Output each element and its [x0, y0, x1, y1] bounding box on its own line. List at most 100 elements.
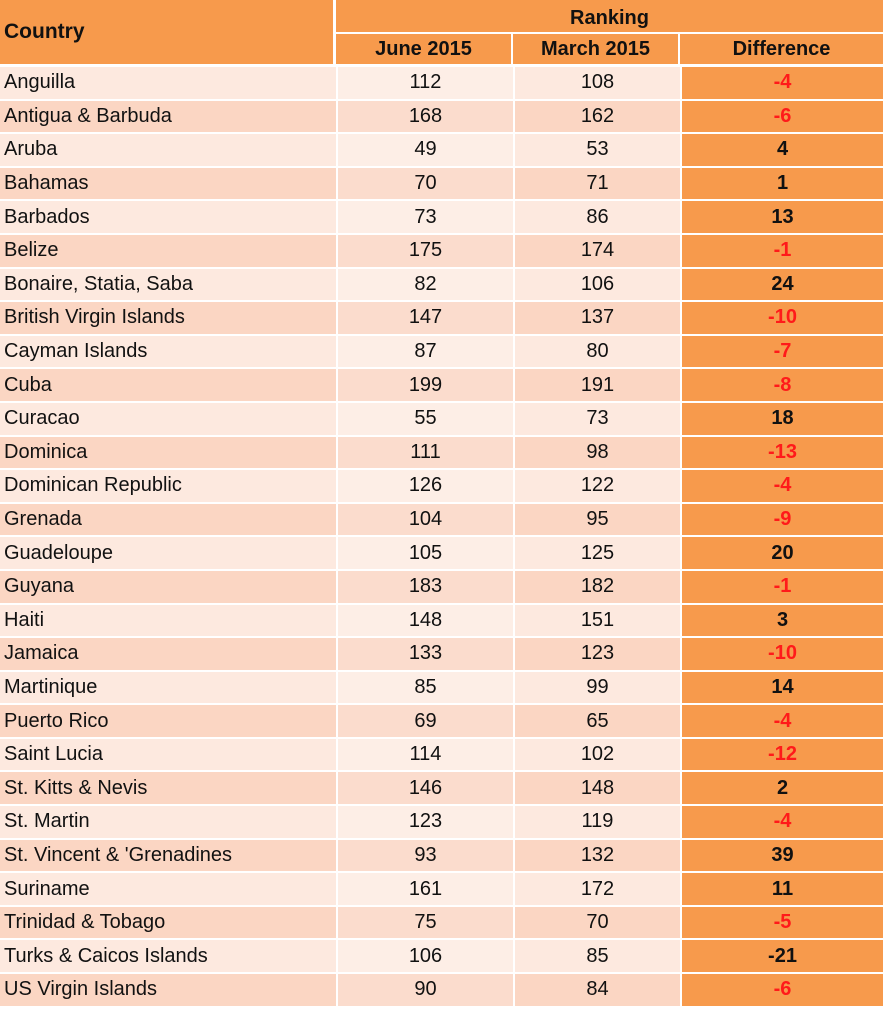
- march-2015-rank-cell: 125: [513, 537, 680, 571]
- difference-cell: -4: [680, 470, 883, 504]
- difference-cell: 4: [680, 134, 883, 168]
- june-2015-rank-cell: 55: [336, 402, 513, 437]
- country-cell: Aruba: [0, 134, 336, 168]
- country-cell: St. Vincent & 'Grenadines: [0, 839, 336, 874]
- country-cell: Antigua & Barbuda: [0, 100, 336, 135]
- difference-cell: 1: [680, 167, 883, 202]
- june-2015-rank-cell: 126: [336, 470, 513, 504]
- country-cell: Haiti: [0, 604, 336, 639]
- june-2015-rank-cell: 82: [336, 268, 513, 303]
- march-2015-rank-cell: 95: [513, 503, 680, 538]
- june-2015-rank-cell: 161: [336, 873, 513, 907]
- march-2015-rank-cell: 106: [513, 268, 680, 303]
- march-2015-rank-cell: 108: [513, 67, 680, 101]
- country-cell: St. Martin: [0, 806, 336, 840]
- march-2015-rank-cell: 80: [513, 335, 680, 370]
- country-cell: Belize: [0, 234, 336, 269]
- country-cell: Dominica: [0, 436, 336, 471]
- march-2015-rank-cell: 99: [513, 671, 680, 706]
- march-2015-rank-cell: 174: [513, 234, 680, 269]
- june-2015-rank-cell: 146: [336, 772, 513, 807]
- march-2015-rank-cell: 182: [513, 570, 680, 605]
- march-2015-rank-cell: 132: [513, 839, 680, 874]
- header-march-2015: March 2015: [513, 34, 680, 67]
- difference-cell: 24: [680, 268, 883, 303]
- june-2015-rank-cell: 168: [336, 100, 513, 135]
- country-cell: Guadeloupe: [0, 537, 336, 571]
- difference-cell: -8: [680, 369, 883, 403]
- difference-cell: -21: [680, 940, 883, 975]
- june-2015-rank-cell: 148: [336, 604, 513, 639]
- difference-cell: 18: [680, 402, 883, 437]
- june-2015-rank-cell: 147: [336, 302, 513, 336]
- march-2015-rank-cell: 86: [513, 201, 680, 235]
- difference-cell: -4: [680, 806, 883, 840]
- march-2015-rank-cell: 70: [513, 906, 680, 941]
- march-2015-rank-cell: 191: [513, 369, 680, 403]
- header-difference: Difference: [680, 34, 883, 67]
- march-2015-rank-cell: 53: [513, 134, 680, 168]
- march-2015-rank-cell: 148: [513, 772, 680, 807]
- difference-cell: -10: [680, 638, 883, 672]
- difference-cell: 39: [680, 839, 883, 874]
- june-2015-rank-cell: 73: [336, 201, 513, 235]
- country-cell: St. Kitts & Nevis: [0, 772, 336, 807]
- difference-cell: -4: [680, 67, 883, 101]
- june-2015-rank-cell: 93: [336, 839, 513, 874]
- difference-cell: 2: [680, 772, 883, 807]
- difference-cell: -10: [680, 302, 883, 336]
- country-cell: US Virgin Islands: [0, 974, 336, 1008]
- march-2015-rank-cell: 71: [513, 167, 680, 202]
- difference-cell: -6: [680, 974, 883, 1008]
- june-2015-rank-cell: 133: [336, 638, 513, 672]
- june-2015-rank-cell: 175: [336, 234, 513, 269]
- june-2015-rank-cell: 90: [336, 974, 513, 1008]
- june-2015-rank-cell: 112: [336, 67, 513, 101]
- difference-cell: -1: [680, 570, 883, 605]
- header-ranking: Ranking: [336, 0, 883, 34]
- difference-cell: -6: [680, 100, 883, 135]
- country-cell: Jamaica: [0, 638, 336, 672]
- country-cell: Trinidad & Tobago: [0, 906, 336, 941]
- june-2015-rank-cell: 69: [336, 705, 513, 739]
- difference-cell: 20: [680, 537, 883, 571]
- march-2015-rank-cell: 137: [513, 302, 680, 336]
- june-2015-rank-cell: 111: [336, 436, 513, 471]
- difference-cell: -9: [680, 503, 883, 538]
- march-2015-rank-cell: 102: [513, 738, 680, 773]
- country-cell: Saint Lucia: [0, 738, 336, 773]
- june-2015-rank-cell: 87: [336, 335, 513, 370]
- difference-cell: 13: [680, 201, 883, 235]
- march-2015-rank-cell: 84: [513, 974, 680, 1008]
- june-2015-rank-cell: 105: [336, 537, 513, 571]
- march-2015-rank-cell: 172: [513, 873, 680, 907]
- june-2015-rank-cell: 104: [336, 503, 513, 538]
- march-2015-rank-cell: 162: [513, 100, 680, 135]
- june-2015-rank-cell: 106: [336, 940, 513, 975]
- difference-cell: 3: [680, 604, 883, 639]
- country-cell: Cayman Islands: [0, 335, 336, 370]
- march-2015-rank-cell: 123: [513, 638, 680, 672]
- country-cell: Bonaire, Statia, Saba: [0, 268, 336, 303]
- difference-cell: 14: [680, 671, 883, 706]
- difference-cell: -5: [680, 906, 883, 941]
- country-cell: Grenada: [0, 503, 336, 538]
- country-cell: Curacao: [0, 402, 336, 437]
- header-june-2015: June 2015: [336, 34, 513, 67]
- june-2015-rank-cell: 123: [336, 806, 513, 840]
- june-2015-rank-cell: 49: [336, 134, 513, 168]
- country-cell: British Virgin Islands: [0, 302, 336, 336]
- march-2015-rank-cell: 122: [513, 470, 680, 504]
- difference-cell: -13: [680, 436, 883, 471]
- difference-cell: 11: [680, 873, 883, 907]
- march-2015-rank-cell: 98: [513, 436, 680, 471]
- country-cell: Puerto Rico: [0, 705, 336, 739]
- country-cell: Turks & Caicos Islands: [0, 940, 336, 975]
- march-2015-rank-cell: 119: [513, 806, 680, 840]
- country-cell: Guyana: [0, 570, 336, 605]
- country-cell: Barbados: [0, 201, 336, 235]
- country-cell: Suriname: [0, 873, 336, 907]
- country-cell: Bahamas: [0, 167, 336, 202]
- country-cell: Anguilla: [0, 67, 336, 101]
- march-2015-rank-cell: 85: [513, 940, 680, 975]
